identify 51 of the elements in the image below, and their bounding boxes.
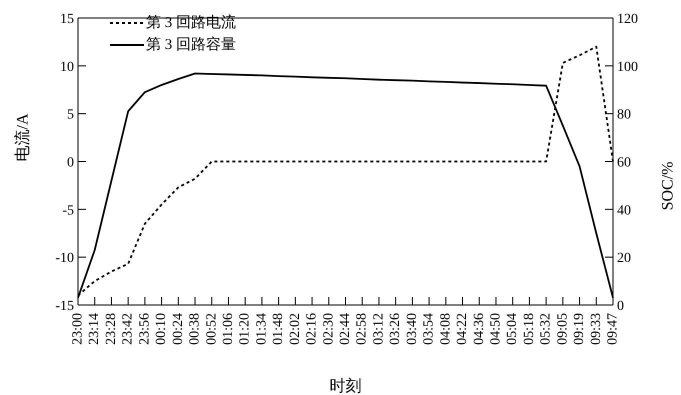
x-tick-label: 00:24 (170, 313, 186, 345)
x-tick-label: 02:02 (288, 313, 303, 345)
x-tick-label: 23:42 (120, 313, 136, 345)
y2-tick-label: 0 (617, 298, 624, 314)
x-tick-label: 04:22 (455, 313, 470, 345)
y2-tick-label: 80 (617, 108, 631, 123)
x-tick-label: 03:12 (371, 313, 386, 345)
legend-label: 第 3 回路容量 (146, 35, 236, 55)
x-tick-label: 05:04 (505, 313, 520, 345)
y2-tick-label: 20 (617, 251, 631, 266)
x-tick-label: 02:30 (321, 313, 336, 345)
y-tick-label: 0 (67, 155, 74, 170)
x-tick-label: 00:10 (154, 313, 170, 345)
x-tick-label: 03:40 (404, 313, 420, 345)
x-tick-label: 01:20 (238, 313, 253, 345)
x-tick-label: 09:05 (555, 313, 570, 345)
x-tick-label: 09:47 (606, 313, 620, 345)
x-tick-label: 23:14 (87, 313, 102, 345)
y2-axis-title: SOC/% (660, 162, 677, 210)
y-tick-label: -5 (62, 203, 74, 218)
y2-tick-label: 100 (617, 60, 638, 75)
x-tick-label: 00:52 (204, 313, 220, 345)
y2-tick-label: 40 (617, 203, 631, 218)
y-tick-label: 10 (60, 60, 74, 75)
x-axis-title: 时刻 (330, 377, 362, 395)
x-tick-label: 05:32 (538, 313, 554, 345)
y-tick-label: 15 (60, 12, 74, 27)
x-tick-label: 03:54 (422, 313, 437, 345)
x-tick-label: 02:58 (354, 313, 370, 345)
x-tick-label: 09:33 (588, 313, 604, 345)
x-tick-label: 04:36 (472, 313, 487, 345)
x-tick-label: 04:50 (488, 313, 504, 345)
x-tick-label: 23:28 (104, 313, 119, 345)
x-tick-label: 02:16 (304, 313, 320, 345)
y-tick-label: 5 (67, 108, 74, 123)
y-tick-label: -10 (55, 251, 74, 266)
x-tick-label: 23:56 (137, 313, 152, 345)
y-tick-label: -15 (55, 298, 74, 314)
x-tick-label: 03:26 (388, 313, 404, 345)
y2-tick-label: 60 (617, 155, 631, 170)
x-tick-label: 01:34 (254, 313, 270, 345)
x-tick-label: 01:06 (220, 313, 236, 345)
x-tick-label: 01:48 (271, 313, 286, 345)
x-tick-label: 09:19 (572, 313, 588, 345)
x-tick-label: 05:18 (522, 313, 537, 345)
x-tick-label: 04:08 (438, 313, 454, 345)
x-tick-label: 00:38 (188, 313, 203, 345)
y2-tick-label: 120 (617, 12, 638, 27)
y-axis-title: 电流/A (14, 113, 32, 162)
x-tick-label: 23:00 (70, 313, 86, 345)
x-tick-label: 02:44 (338, 313, 353, 345)
